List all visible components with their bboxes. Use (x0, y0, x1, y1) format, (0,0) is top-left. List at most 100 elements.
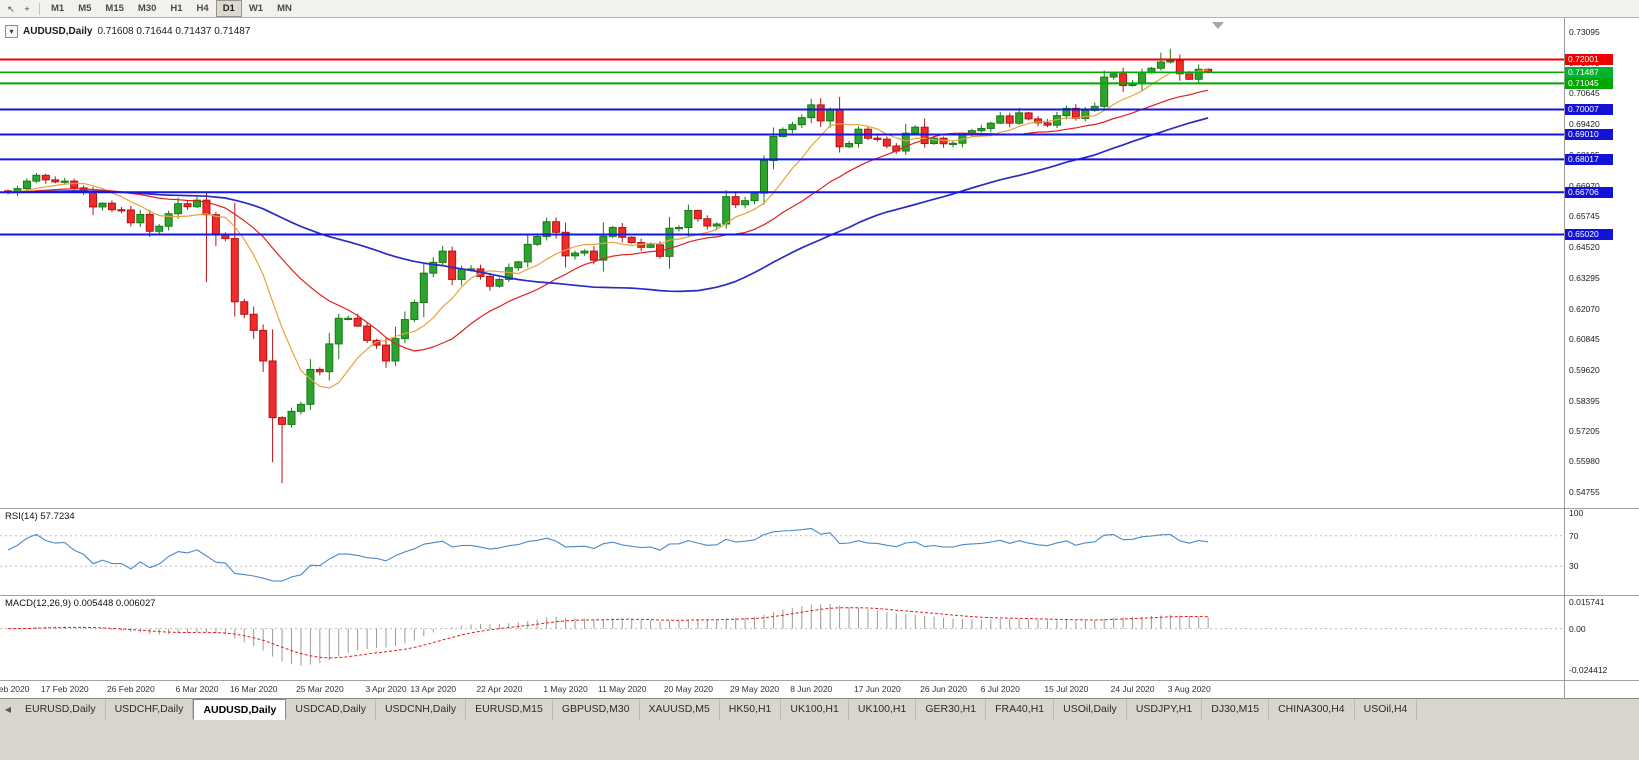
date-label: 6 Jul 2020 (980, 684, 1020, 694)
date-label: 17 Jun 2020 (853, 684, 901, 694)
date-label: 3 Aug 2020 (1167, 684, 1211, 694)
price-axis[interactable]: 0.730950.718700.706450.694200.681950.669… (1565, 18, 1639, 698)
chart-tab-dj30-m15[interactable]: DJ30,M15 (1202, 699, 1270, 720)
crosshair-icon[interactable]: + (24, 3, 30, 14)
price-tick: 0.55980 (1569, 456, 1600, 467)
chart-tab-fra40-h1[interactable]: FRA40,H1 (986, 699, 1055, 720)
date-label: 17 Feb 2020 (40, 684, 89, 694)
timeframe-button-mn[interactable]: MN (277, 3, 292, 14)
chart-tab-uk100-h1[interactable]: UK100,H1 (781, 699, 849, 720)
price-tick: 0.54755 (1569, 487, 1600, 497)
candles-layer[interactable] (4, 48, 1213, 484)
rsi-axis-tick: 100 (1569, 508, 1584, 518)
chart-tab-usoil-h4[interactable]: USOil,H4 (1355, 699, 1418, 720)
date-label: 24 Jul 2020 (1110, 684, 1155, 694)
chart-tab-gbpusd-m30[interactable]: GBPUSD,M30 (553, 699, 640, 720)
macd-axis-tick: -0.024412 (1569, 665, 1608, 675)
chart-tab-usdcnh-daily[interactable]: USDCNH,Daily (376, 699, 467, 720)
cursor-icon[interactable]: ↖ (7, 3, 15, 14)
price-tick: 0.60845 (1569, 334, 1600, 345)
main-chart[interactable] (0, 18, 1639, 508)
panel-separator[interactable] (0, 508, 1639, 509)
date-label: 6 Mar 2020 (175, 684, 219, 694)
price-badge-blue: 0.66706 (1565, 186, 1613, 198)
price-tick: 0.69420 (1569, 119, 1600, 130)
date-label: 7 Feb 2020 (0, 684, 30, 694)
macd-panel-chart[interactable] (0, 595, 1639, 680)
date-label: 8 Jun 2020 (790, 684, 833, 694)
timeframe-button-h1[interactable]: H1 (170, 3, 183, 14)
chart-header: ▾ AUDUSD,Daily 0.71608 0.71644 0.71437 0… (5, 25, 250, 38)
price-tick: 0.62070 (1569, 303, 1600, 314)
price-badge-green: 0.71045 (1565, 77, 1613, 89)
time-axis[interactable]: 7 Feb 2020 17 Feb 2020 26 Feb 2020 6 Mar 20… (0, 680, 1564, 698)
date-label: 29 May 2020 (729, 684, 780, 694)
timeframe-button-m1[interactable]: M1 (51, 3, 65, 14)
bottom-bar: ◀ EURUSD,Daily USDCHF,Daily AUDUSD,Daily US… (0, 698, 1639, 760)
current-price-badge: 0.71487 (1565, 66, 1613, 78)
macd-indicator-label: MACD(12,26,9) 0.005448 0.006027 (5, 598, 156, 609)
one-click-trading-toggle[interactable]: ▾ (5, 25, 18, 38)
timeframe-button-m15[interactable]: M15 (105, 3, 124, 14)
price-badge-blue: 0.70007 (1565, 103, 1613, 115)
date-label: 15 Jul 2020 (1044, 684, 1089, 694)
chart-tab-uk100-h1[interactable]: UK100,H1 (849, 699, 917, 720)
date-label: 20 May 2020 (663, 684, 713, 694)
date-label: 1 May 2020 (543, 684, 588, 694)
date-label: 25 Mar 2020 (295, 684, 344, 694)
chart-tab-eurusd-m15[interactable]: EURUSD,M15 (466, 699, 553, 720)
panel-separator[interactable] (0, 595, 1639, 596)
timeframe-button-h4[interactable]: H4 (196, 3, 209, 14)
price-tick: 0.66970 (1569, 180, 1600, 191)
macd-histogram (16, 603, 1209, 666)
panel-separator (0, 680, 1639, 681)
timeframe-button-d1[interactable]: D1 (215, 0, 242, 17)
price-tick: 0.57205 (1569, 425, 1600, 436)
chart-tab-audusd-daily[interactable]: AUDUSD,Daily (193, 699, 287, 720)
chart-tab-hk50-h1[interactable]: HK50,H1 (720, 699, 782, 720)
date-label: 26 Feb 2020 (106, 684, 155, 694)
price-badge-red: 0.72001 (1565, 53, 1613, 65)
chart-tab-eurusd-daily[interactable]: EURUSD,Daily (16, 699, 106, 720)
price-tick: 0.70645 (1569, 88, 1600, 99)
price-tick: 0.64520 (1569, 242, 1600, 253)
chart-tab-bar: ◀ EURUSD,Daily USDCHF,Daily AUDUSD,Daily US… (0, 699, 1639, 720)
date-label: 22 Apr 2020 (476, 684, 523, 694)
date-label: 11 May 2020 (597, 684, 647, 694)
chart-shift-marker[interactable] (1212, 22, 1224, 29)
price-badge-blue: 0.69010 (1565, 128, 1613, 140)
macd-axis-tick: 0.015741 (1569, 597, 1605, 607)
level-lines-layer[interactable] (0, 58, 1564, 236)
macd-signal-line (7, 607, 1209, 659)
timeframe-button-w1[interactable]: W1 (248, 3, 264, 14)
date-label: 26 Jun 2020 (920, 684, 967, 694)
tab-scroll-left-icon[interactable]: ◀ (4, 705, 12, 714)
chart-tab-ger30-h1[interactable]: GER30,H1 (916, 699, 987, 720)
price-tick: 0.58395 (1569, 395, 1600, 406)
price-badge-blue: 0.68017 (1565, 153, 1613, 165)
price-badge-blue: 0.65020 (1565, 229, 1613, 241)
top-toolbar: ↖ + M1 M5 M15 M30 H1 H4 D1 W1 MN (0, 0, 1639, 18)
date-label: 3 Apr 2020 (365, 684, 407, 694)
chart-symbol-title: AUDUSD,Daily (23, 26, 93, 37)
toolbar-separator (39, 2, 40, 15)
timeframe-button-m5[interactable]: M5 (78, 3, 92, 14)
chart-tab-usdcad-daily[interactable]: USDCAD,Daily (286, 699, 376, 720)
chart-ohlc-values: 0.71608 0.71644 0.71437 0.71487 (97, 26, 251, 37)
rsi-line (7, 527, 1209, 582)
chart-tab-china300-h4[interactable]: CHINA300,H4 (1269, 699, 1355, 720)
price-tick: 0.63295 (1569, 272, 1600, 283)
chart-tab-usdjpy-h1[interactable]: USDJPY,H1 (1127, 699, 1203, 720)
chart-tab-xauusd-m5[interactable]: XAUUSD,M5 (640, 699, 720, 720)
chart-tab-usoil-daily[interactable]: USOil,Daily (1054, 699, 1127, 720)
rsi-axis-tick: 30 (1569, 561, 1579, 572)
timeframe-button-m30[interactable]: M30 (137, 3, 157, 14)
chart-window: ▾ AUDUSD,Daily 0.71608 0.71644 0.71437 0… (0, 18, 1639, 698)
price-tick: 0.73095 (1569, 27, 1600, 37)
price-tick: 0.59620 (1569, 364, 1600, 375)
price-axis-border (1564, 18, 1565, 698)
ma-medium (7, 89, 1209, 352)
chart-tab-usdchf-daily[interactable]: USDCHF,Daily (106, 699, 194, 720)
rsi-panel-chart[interactable] (0, 508, 1639, 595)
rsi-axis-tick: 70 (1569, 530, 1579, 541)
